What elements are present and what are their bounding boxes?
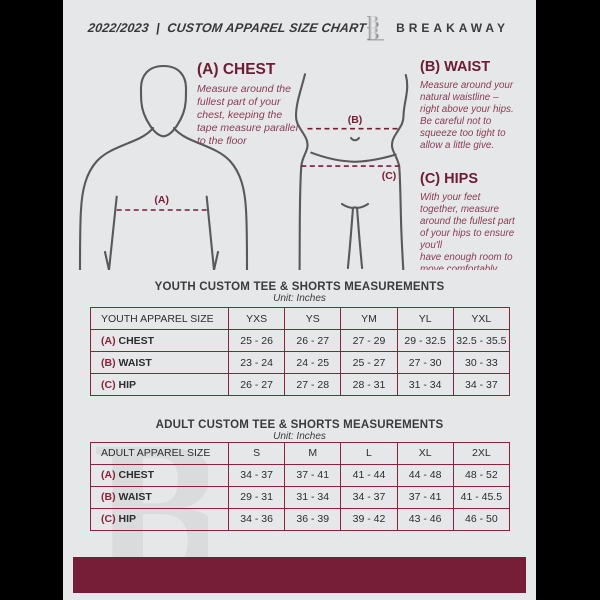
svg-text:right above your hips.: right above your hips. bbox=[420, 104, 514, 115]
svg-text:tape measure parallel: tape measure parallel bbox=[197, 122, 299, 134]
svg-text:chest, keeping the: chest, keeping the bbox=[197, 109, 282, 121]
svg-text:(B): (B) bbox=[348, 114, 363, 126]
svg-text:fullest part of your: fullest part of your bbox=[197, 96, 281, 108]
svg-text:move comfortably.: move comfortably. bbox=[420, 264, 499, 270]
svg-text:(A): (A) bbox=[154, 194, 169, 206]
svg-text:squeeze too tight to: squeeze too tight to bbox=[420, 128, 506, 139]
svg-text:(C): (C) bbox=[382, 170, 397, 182]
svg-text:Measure around the: Measure around the bbox=[197, 83, 291, 95]
svg-text:Be careful not to: Be careful not to bbox=[420, 116, 492, 127]
svg-text:(B) WAIST: (B) WAIST bbox=[420, 59, 490, 75]
svg-text:you'll: you'll bbox=[419, 240, 443, 251]
svg-text:to the floor: to the floor bbox=[197, 135, 247, 147]
svg-text:With your feet: With your feet bbox=[420, 192, 482, 203]
svg-text:natural waistline –: natural waistline – bbox=[420, 92, 499, 103]
svg-text:have enough room to: have enough room to bbox=[420, 252, 513, 263]
svg-text:of your hips to ensure: of your hips to ensure bbox=[420, 228, 515, 239]
svg-text:around the fullest part: around the fullest part bbox=[420, 216, 516, 227]
svg-text:allow a little give.: allow a little give. bbox=[420, 140, 494, 151]
svg-text:(C) HIPS: (C) HIPS bbox=[420, 171, 478, 187]
svg-text:(A) CHEST: (A) CHEST bbox=[197, 61, 276, 78]
svg-text:Measure around your: Measure around your bbox=[420, 80, 514, 91]
svg-text:together, measure: together, measure bbox=[420, 204, 500, 215]
